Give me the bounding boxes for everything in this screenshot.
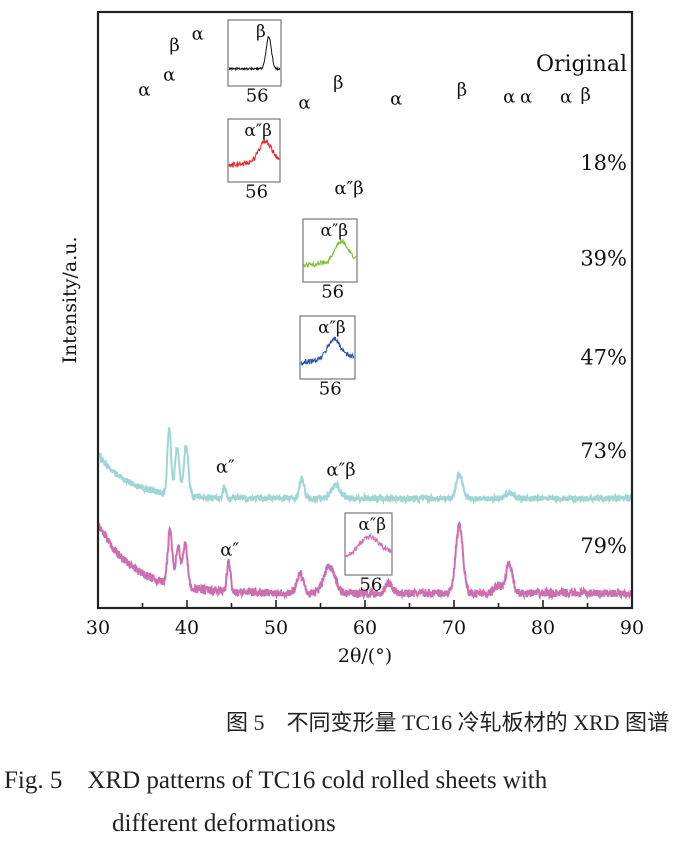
series-label: Original	[536, 52, 627, 77]
inset-trace	[228, 35, 281, 72]
inset-trace	[300, 336, 355, 367]
inset-tick-label: 56	[359, 575, 382, 596]
inset-label: β	[256, 22, 266, 42]
inset-tick-label: 56	[246, 86, 269, 107]
inset-label: α″β	[318, 318, 346, 338]
caption-english-line1: Fig. 5 XRD patterns of TC16 cold rolled …	[4, 767, 548, 794]
series-label: 47%	[580, 345, 627, 369]
peak-label: α	[390, 88, 402, 109]
peak-label: α	[192, 23, 204, 44]
inset-box	[227, 19, 282, 87]
x-tick-label: 90	[620, 617, 644, 639]
caption-english-line2: different deformations	[112, 810, 336, 837]
x-tick-label: 80	[531, 617, 555, 639]
inset-box	[299, 315, 356, 380]
inset-box	[227, 118, 281, 183]
series-label: 79%	[580, 534, 627, 558]
x-tick-label: 30	[86, 617, 110, 639]
peak-label: β	[581, 84, 591, 105]
inset-trace	[345, 532, 392, 558]
x-tick-label: 60	[353, 617, 377, 639]
peak-label: β	[333, 73, 343, 94]
peak-label: α	[163, 65, 175, 86]
inset-box	[344, 512, 393, 576]
x-tick-label: 50	[264, 617, 288, 639]
inset-trace	[303, 239, 357, 269]
inset-label: α″β	[320, 221, 348, 241]
peak-label: α	[520, 86, 532, 107]
inset-tick-label: 56	[245, 182, 268, 203]
x-axis-label: 2θ/(°)	[338, 645, 392, 667]
peak-label: α″	[220, 539, 239, 560]
series-label: 39%	[580, 247, 627, 271]
x-tick-label: 70	[442, 617, 466, 639]
inset-trace	[228, 139, 280, 169]
series-label: 73%	[580, 439, 627, 463]
peak-label: β	[169, 35, 179, 56]
peak-label: α	[560, 86, 572, 107]
inset-label: α″β	[358, 515, 386, 535]
peak-label: α	[138, 80, 150, 101]
series-line-79pct	[97, 520, 633, 601]
peak-label: α″β	[326, 459, 355, 480]
series-label: 18%	[580, 151, 627, 175]
peak-label: α	[298, 92, 310, 113]
peak-label: α″β	[334, 178, 363, 199]
peak-label: β	[457, 80, 467, 101]
series-line-73pct	[97, 427, 633, 506]
inset-label: α″β	[244, 121, 272, 141]
peak-label: α	[503, 86, 515, 107]
peak-label: α″	[216, 456, 235, 477]
inset-tick-label: 56	[321, 282, 344, 303]
inset-box	[302, 218, 358, 283]
caption-chinese: 图 5 不同变形量 TC16 冷轧板材的 XRD 图谱	[226, 710, 670, 735]
inset-tick-label: 56	[319, 379, 342, 400]
x-tick-label: 40	[175, 617, 199, 639]
y-axis-label: Intensity/a.u.	[59, 236, 81, 363]
